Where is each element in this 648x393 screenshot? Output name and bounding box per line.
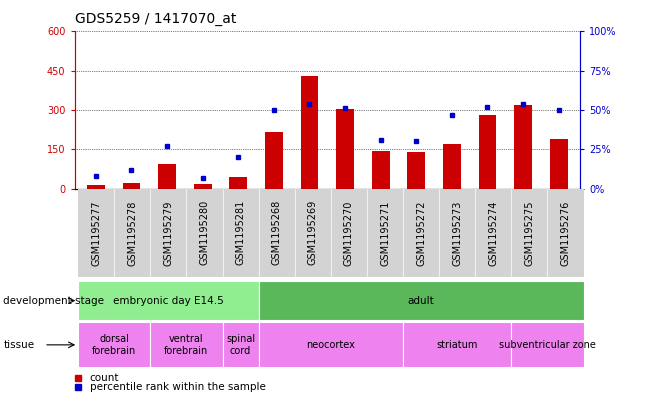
Text: GSM1195272: GSM1195272 — [416, 200, 426, 266]
Text: neocortex: neocortex — [307, 340, 355, 350]
Text: GSM1195274: GSM1195274 — [489, 200, 498, 266]
Text: striatum: striatum — [437, 340, 478, 350]
Text: GSM1195270: GSM1195270 — [344, 200, 354, 266]
Text: GSM1195278: GSM1195278 — [127, 200, 137, 266]
Bar — [336, 109, 354, 189]
Bar — [478, 115, 496, 189]
Bar — [229, 177, 247, 189]
Text: percentile rank within the sample: percentile rank within the sample — [90, 382, 266, 392]
Text: GDS5259 / 1417070_at: GDS5259 / 1417070_at — [75, 12, 236, 26]
Text: GSM1195277: GSM1195277 — [91, 200, 101, 266]
Text: embryonic day E14.5: embryonic day E14.5 — [113, 296, 224, 306]
Bar — [87, 185, 105, 189]
Text: spinal
cord: spinal cord — [226, 334, 255, 356]
Text: GSM1195276: GSM1195276 — [561, 200, 570, 266]
Bar — [158, 164, 176, 189]
Bar — [408, 152, 425, 189]
Text: subventricular zone: subventricular zone — [499, 340, 596, 350]
Text: GSM1195279: GSM1195279 — [163, 200, 174, 266]
Bar — [122, 184, 141, 189]
Bar — [443, 143, 461, 189]
Text: development stage: development stage — [3, 296, 104, 306]
Text: GSM1195271: GSM1195271 — [380, 200, 390, 266]
Text: tissue: tissue — [3, 340, 34, 350]
Bar — [372, 151, 389, 189]
Text: GSM1195269: GSM1195269 — [308, 200, 318, 266]
Text: GSM1195281: GSM1195281 — [236, 200, 246, 266]
Text: GSM1195268: GSM1195268 — [272, 200, 282, 266]
Text: GSM1195280: GSM1195280 — [200, 200, 209, 266]
Bar — [514, 105, 532, 189]
Text: count: count — [90, 373, 119, 383]
Text: adult: adult — [408, 296, 434, 306]
Text: GSM1195273: GSM1195273 — [452, 200, 462, 266]
Text: ventral
forebrain: ventral forebrain — [165, 334, 209, 356]
Text: GSM1195275: GSM1195275 — [524, 200, 535, 266]
Bar — [194, 184, 211, 189]
Bar — [265, 132, 283, 189]
Bar — [550, 140, 568, 189]
Text: dorsal
forebrain: dorsal forebrain — [92, 334, 136, 356]
Bar — [301, 76, 318, 189]
